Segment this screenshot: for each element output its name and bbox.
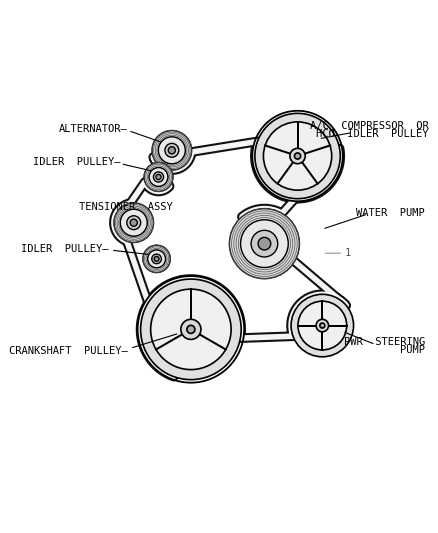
Circle shape	[187, 325, 195, 333]
Circle shape	[165, 143, 179, 157]
Circle shape	[151, 289, 231, 369]
Circle shape	[320, 323, 325, 328]
Circle shape	[263, 122, 332, 190]
Text: IDLER  PULLEY—: IDLER PULLEY—	[21, 244, 109, 254]
Circle shape	[316, 319, 328, 332]
Text: HCO  IDLER  PULLEY: HCO IDLER PULLEY	[317, 129, 429, 139]
Circle shape	[168, 147, 175, 154]
Circle shape	[154, 256, 159, 261]
Text: PWR  STEERING: PWR STEERING	[344, 336, 425, 346]
Circle shape	[152, 131, 192, 170]
Circle shape	[181, 319, 201, 340]
Text: ALTERNATOR—: ALTERNATOR—	[59, 124, 128, 134]
Circle shape	[294, 153, 300, 159]
Text: PUMP: PUMP	[400, 345, 425, 355]
Circle shape	[159, 137, 185, 164]
Circle shape	[148, 250, 166, 268]
Text: TENSIONER  ASSY: TENSIONER ASSY	[78, 203, 172, 213]
Circle shape	[230, 208, 300, 279]
Circle shape	[130, 219, 137, 226]
Text: CRANKSHAFT  PULLEY—: CRANKSHAFT PULLEY—	[9, 346, 128, 356]
Text: IDLER  PULLEY—: IDLER PULLEY—	[33, 157, 120, 167]
Circle shape	[291, 294, 353, 357]
Circle shape	[152, 254, 161, 264]
Circle shape	[120, 209, 147, 236]
Circle shape	[153, 172, 163, 182]
Circle shape	[258, 237, 271, 250]
Circle shape	[298, 301, 347, 350]
Circle shape	[144, 163, 173, 191]
Circle shape	[240, 220, 288, 268]
Circle shape	[255, 114, 340, 199]
Circle shape	[156, 174, 161, 180]
Circle shape	[143, 245, 170, 272]
Circle shape	[251, 230, 278, 257]
Circle shape	[114, 203, 154, 243]
Circle shape	[127, 216, 141, 230]
Text: WATER  PUMP: WATER PUMP	[357, 208, 425, 218]
Text: 1: 1	[345, 248, 351, 258]
Circle shape	[149, 167, 168, 187]
Text: A/C  COMPRESSOR  OR: A/C COMPRESSOR OR	[310, 120, 429, 131]
Circle shape	[290, 148, 305, 164]
Circle shape	[141, 279, 241, 379]
